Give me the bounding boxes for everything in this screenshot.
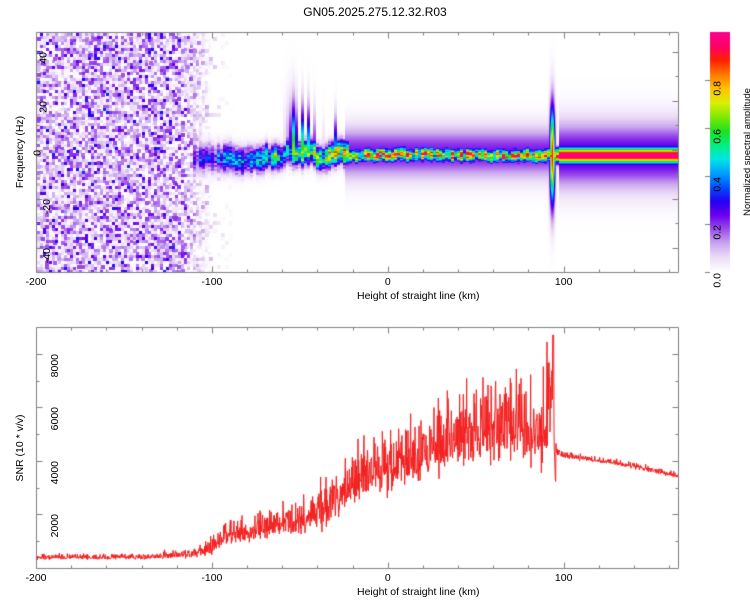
figure-canvas <box>0 0 750 600</box>
figure-root: GN05.2025.275.12.32.R03 Height of straig… <box>0 0 750 600</box>
